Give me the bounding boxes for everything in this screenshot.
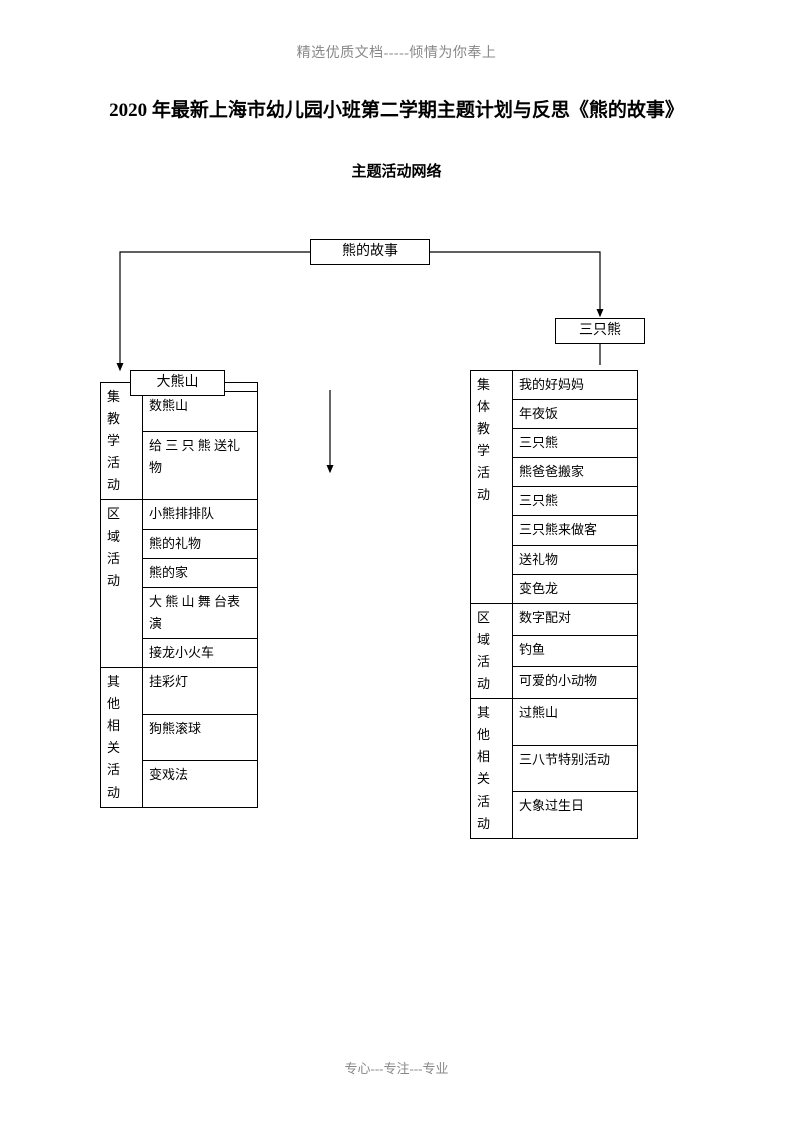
table-row: 三只熊 — [513, 487, 638, 516]
table-row: 熊的家 — [143, 558, 258, 587]
table-row: 三八节特别活动 — [513, 745, 638, 792]
table-row: 变戏法 — [143, 761, 258, 808]
table-row: 钓鱼 — [513, 635, 638, 667]
section-label: 区 域活 动 — [101, 500, 143, 668]
table-row: 过熊山 — [513, 699, 638, 746]
table-row: 小熊排排队 — [143, 500, 258, 529]
table-row: 熊爸爸搬家 — [513, 458, 638, 487]
section-label: 其 他相 关活 动 — [101, 668, 143, 808]
section-label: 其 他相 关活 动 — [471, 699, 513, 839]
section-label: 集 体教 学活 动 — [471, 371, 513, 604]
root-node: 熊的故事 — [310, 239, 430, 265]
document-title: 2020 年最新上海市幼儿园小班第二学期主题计划与反思《熊的故事》 — [0, 90, 793, 132]
left-table: 集教 学活 动数熊山给 三 只 熊 送礼物区 域活 动小熊排排队熊的礼物熊的家大… — [100, 382, 258, 808]
page-header: 精选优质文档-----倾情为你奉上 — [0, 0, 793, 62]
table-row: 大 熊 山 舞 台表演 — [143, 587, 258, 638]
table-row: 大象过生日 — [513, 792, 638, 839]
table-row: 数字配对 — [513, 603, 638, 635]
table-row: 给 三 只 熊 送礼物 — [143, 431, 258, 500]
table-row: 三只熊来做客 — [513, 516, 638, 545]
table-row: 狗熊滚球 — [143, 714, 258, 761]
table-row: 可爱的小动物 — [513, 667, 638, 699]
table-row: 挂彩灯 — [143, 668, 258, 715]
table-row: 接龙小火车 — [143, 638, 258, 667]
section-label: 区 域活 动 — [471, 603, 513, 698]
diagram-subtitle: 主题活动网络 — [0, 160, 793, 181]
branch-right-node: 三只熊 — [555, 318, 645, 344]
section-label: 集教 学活 动 — [101, 383, 143, 500]
branch-left-node: 大熊山 — [130, 370, 225, 396]
page-footer: 专心---专注---专业 — [0, 1058, 793, 1077]
table-row: 我的好妈妈 — [513, 371, 638, 400]
table-row: 三只熊 — [513, 429, 638, 458]
table-row: 熊的礼物 — [143, 529, 258, 558]
table-row: 数熊山 — [143, 392, 258, 431]
table-row: 送礼物 — [513, 545, 638, 574]
table-row: 变色龙 — [513, 574, 638, 603]
right-table: 集 体教 学活 动我的好妈妈年夜饭三只熊熊爸爸搬家三只熊三只熊来做客送礼物变色龙… — [470, 370, 638, 839]
table-row: 年夜饭 — [513, 400, 638, 429]
